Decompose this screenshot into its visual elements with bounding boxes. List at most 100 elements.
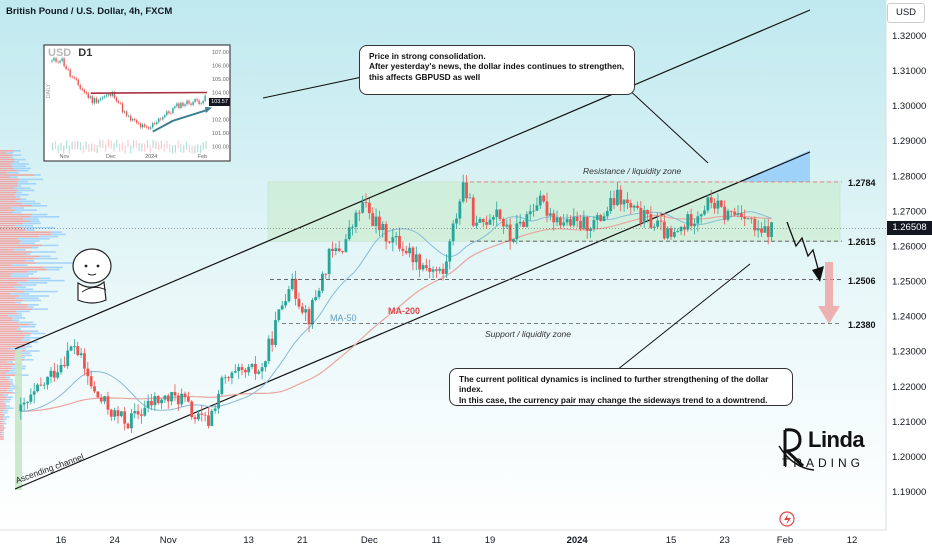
price-axis-tick: 1.30000 bbox=[892, 101, 926, 112]
volume-profile-bar bbox=[30, 341, 39, 343]
volume-profile-bar bbox=[0, 235, 40, 238]
candle-body bbox=[481, 218, 485, 223]
candle-body bbox=[42, 384, 46, 386]
volume-profile-bar bbox=[0, 253, 26, 255]
candle-body bbox=[119, 411, 123, 417]
candle-body bbox=[123, 411, 127, 424]
volume-profile-bar bbox=[0, 268, 47, 271]
volume-profile-bar bbox=[0, 365, 12, 368]
volume-profile-bar bbox=[16, 169, 29, 172]
volume-profile-bar bbox=[0, 400, 4, 403]
volume-profile-bar bbox=[0, 396, 7, 398]
candle-body bbox=[170, 392, 174, 402]
character-eye-icon bbox=[84, 264, 88, 268]
candle-body bbox=[709, 197, 713, 203]
volume-profile-bar bbox=[1, 433, 4, 436]
volume-profile-bar bbox=[46, 268, 60, 271]
candle-body bbox=[93, 386, 96, 392]
inset-candle-body bbox=[57, 61, 59, 63]
volume-profile-bar bbox=[0, 407, 6, 409]
candle-body bbox=[448, 241, 452, 262]
channel-upper-line[interactable] bbox=[14, 9, 811, 350]
candle-body bbox=[32, 391, 36, 395]
volume-profile-bar bbox=[20, 198, 27, 200]
volume-profile-bar bbox=[10, 156, 14, 159]
channel-lower-line[interactable] bbox=[14, 151, 811, 490]
candle-body bbox=[39, 384, 43, 386]
volume-profile-bar bbox=[22, 299, 42, 302]
volume-profile-bar bbox=[0, 387, 10, 390]
inset-trend-arrow-head bbox=[205, 107, 212, 114]
inset-volume-bar bbox=[146, 140, 149, 149]
volume-profile-bar bbox=[12, 273, 34, 275]
candle-body bbox=[106, 396, 110, 410]
volume-profile-bar bbox=[16, 352, 31, 354]
volume-profile-bar bbox=[0, 339, 22, 341]
currency-button[interactable]: USD bbox=[887, 3, 925, 23]
inset-volume-bar bbox=[52, 142, 54, 151]
volume-profile-bar bbox=[30, 220, 40, 222]
volume-profile-bar bbox=[0, 301, 16, 304]
inset-resistance-line bbox=[90, 91, 208, 94]
volume-profile-bar bbox=[0, 165, 12, 167]
candle-body bbox=[739, 213, 743, 217]
candle-body bbox=[270, 338, 274, 345]
candle-body bbox=[528, 211, 532, 215]
volume-profile-bar bbox=[0, 233, 52, 236]
candle-body bbox=[213, 408, 217, 411]
inset-candle-body bbox=[83, 89, 85, 93]
candle-body bbox=[341, 251, 344, 252]
candle-body bbox=[227, 377, 230, 379]
volume-profile-bar bbox=[0, 185, 18, 187]
candle-body bbox=[408, 247, 411, 254]
support-label: Support / liquidity zone bbox=[485, 329, 571, 339]
candle-body bbox=[672, 232, 676, 237]
time-axis-tick: 23 bbox=[719, 535, 730, 546]
volume-profile-bar bbox=[5, 376, 11, 379]
price-axis-tick: 1.26000 bbox=[892, 241, 926, 252]
volume-profile-bar bbox=[0, 414, 4, 416]
candle-body bbox=[719, 200, 723, 207]
volume-profile-bar bbox=[0, 422, 4, 425]
inset-candle-body bbox=[105, 95, 108, 97]
candle-body bbox=[468, 197, 472, 199]
event-marker-icon[interactable] bbox=[779, 511, 795, 527]
character-head-icon bbox=[72, 248, 112, 284]
forecast-path-arrow bbox=[786, 221, 821, 277]
volume-profile-bar bbox=[13, 167, 31, 170]
candle-body bbox=[230, 372, 234, 379]
inset-candle-body bbox=[87, 93, 89, 98]
candle-body bbox=[729, 210, 733, 212]
candle-body bbox=[438, 268, 442, 271]
candle-body bbox=[723, 206, 727, 220]
volume-profile-bar bbox=[0, 169, 17, 172]
time-axis-tick: 13 bbox=[243, 535, 254, 546]
volume-profile-bar bbox=[0, 202, 23, 205]
candle-body bbox=[180, 393, 184, 405]
candle-body bbox=[337, 248, 341, 252]
volume-profile-bar bbox=[12, 317, 26, 319]
inset-volume-bar bbox=[152, 139, 154, 148]
candle-body bbox=[207, 415, 210, 426]
candle-body bbox=[562, 222, 566, 226]
volume-profile-bar bbox=[0, 154, 13, 156]
inset-volume-bar bbox=[149, 144, 151, 153]
candle-body bbox=[642, 210, 646, 224]
price-axis-tick: 1.25000 bbox=[892, 277, 926, 288]
volume-profile-bar bbox=[0, 152, 7, 154]
candle-body bbox=[488, 219, 492, 225]
candle-body bbox=[629, 203, 633, 208]
volume-profile-bar bbox=[42, 244, 59, 247]
volume-profile-bar bbox=[2, 431, 4, 434]
downtrend-arrow[interactable] bbox=[818, 262, 840, 324]
candle-body bbox=[532, 210, 535, 212]
volume-profile-bar bbox=[23, 354, 33, 357]
candle-body bbox=[183, 393, 187, 398]
volume-profile-bar bbox=[15, 297, 39, 299]
volume-profile-bar bbox=[0, 326, 20, 328]
candle-body bbox=[66, 350, 70, 367]
candle-body bbox=[766, 226, 770, 237]
volume-profile-bar bbox=[0, 209, 15, 211]
candle-body bbox=[502, 218, 505, 227]
